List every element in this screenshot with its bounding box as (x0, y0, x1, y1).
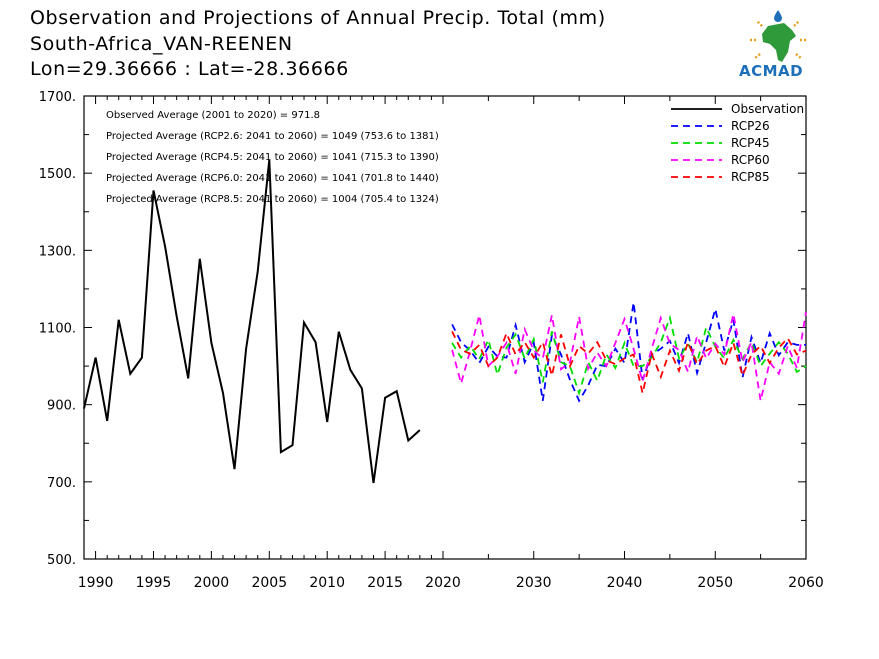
logo-water-drop-icon (774, 10, 782, 22)
series-line-observation (83, 159, 421, 484)
legend: Observation RCP26 RCP45 RCP60 RCP85 (671, 102, 804, 184)
y-tick-label: 1100. (39, 322, 76, 337)
x-tick-label: 1990 (78, 575, 114, 591)
legend-label-rcp45: RCP45 (731, 136, 770, 150)
y-tick-label: 700. (47, 476, 76, 491)
legend-label-observation: Observation (731, 102, 804, 116)
series-line-rcp26 (451, 302, 806, 403)
annotation-text: Projected Average (RCP8.5: 2041 to 2060)… (106, 194, 439, 205)
acmad-logo-text: ACMAD (739, 62, 804, 80)
annotation-text: Projected Average (RCP6.0: 2041 to 2060)… (106, 173, 439, 184)
logo-africa-shape (762, 23, 796, 62)
y-tick-label: 500. (47, 553, 76, 568)
x-axis: 1990 1995 2000 2005 2010 2015 2020 2030 2040 2050… (78, 96, 824, 591)
chart-title-line-3: Lon=29.36666 : Lat=-28.36666 (30, 58, 349, 80)
y-tick-label: 1300. (39, 244, 76, 259)
annotation-text: Projected Average (RCP2.6: 2041 to 2060)… (106, 131, 439, 142)
series-line-rcp60 (451, 311, 807, 402)
series-layer (83, 159, 807, 484)
x-tick-label: 2005 (251, 575, 287, 591)
legend-label-rcp26: RCP26 (731, 119, 770, 133)
x-tick-label: 1995 (136, 575, 172, 591)
annotation-text: Projected Average (RCP4.5: 2041 to 2060)… (106, 152, 439, 163)
x-tick-label: 2010 (309, 575, 345, 591)
acmad-logo (749, 10, 807, 62)
stats-annotations: Observed Average (2001 to 2020) = 971.8 P… (106, 110, 439, 205)
x-tick-label: 2000 (194, 575, 230, 591)
legend-label-rcp85: RCP85 (731, 170, 770, 184)
chart-title-line-2: South-Africa_VAN-REENEN (30, 33, 293, 55)
y-tick-label: 900. (47, 399, 76, 414)
x-tick-label: 2060 (788, 575, 824, 591)
y-tick-label: 1700. (39, 90, 76, 105)
series-line-rcp85 (451, 330, 807, 394)
series-line-rcp45 (451, 314, 807, 397)
y-axis: 500. 700. 900. 1100. 1300. 1500. 1700. (39, 90, 806, 568)
legend-label-rcp60: RCP60 (731, 153, 770, 167)
x-tick-label: 2040 (607, 575, 643, 591)
annotation-text: Observed Average (2001 to 2020) = 971.8 (106, 110, 320, 121)
y-tick-label: 1500. (39, 167, 76, 182)
x-tick-label: 2030 (516, 575, 552, 591)
x-tick-label: 2015 (367, 575, 403, 591)
x-tick-label: 2020 (425, 575, 461, 591)
chart-title-line-1: Observation and Projections of Annual Pr… (30, 7, 606, 29)
x-tick-label: 2050 (697, 575, 733, 591)
